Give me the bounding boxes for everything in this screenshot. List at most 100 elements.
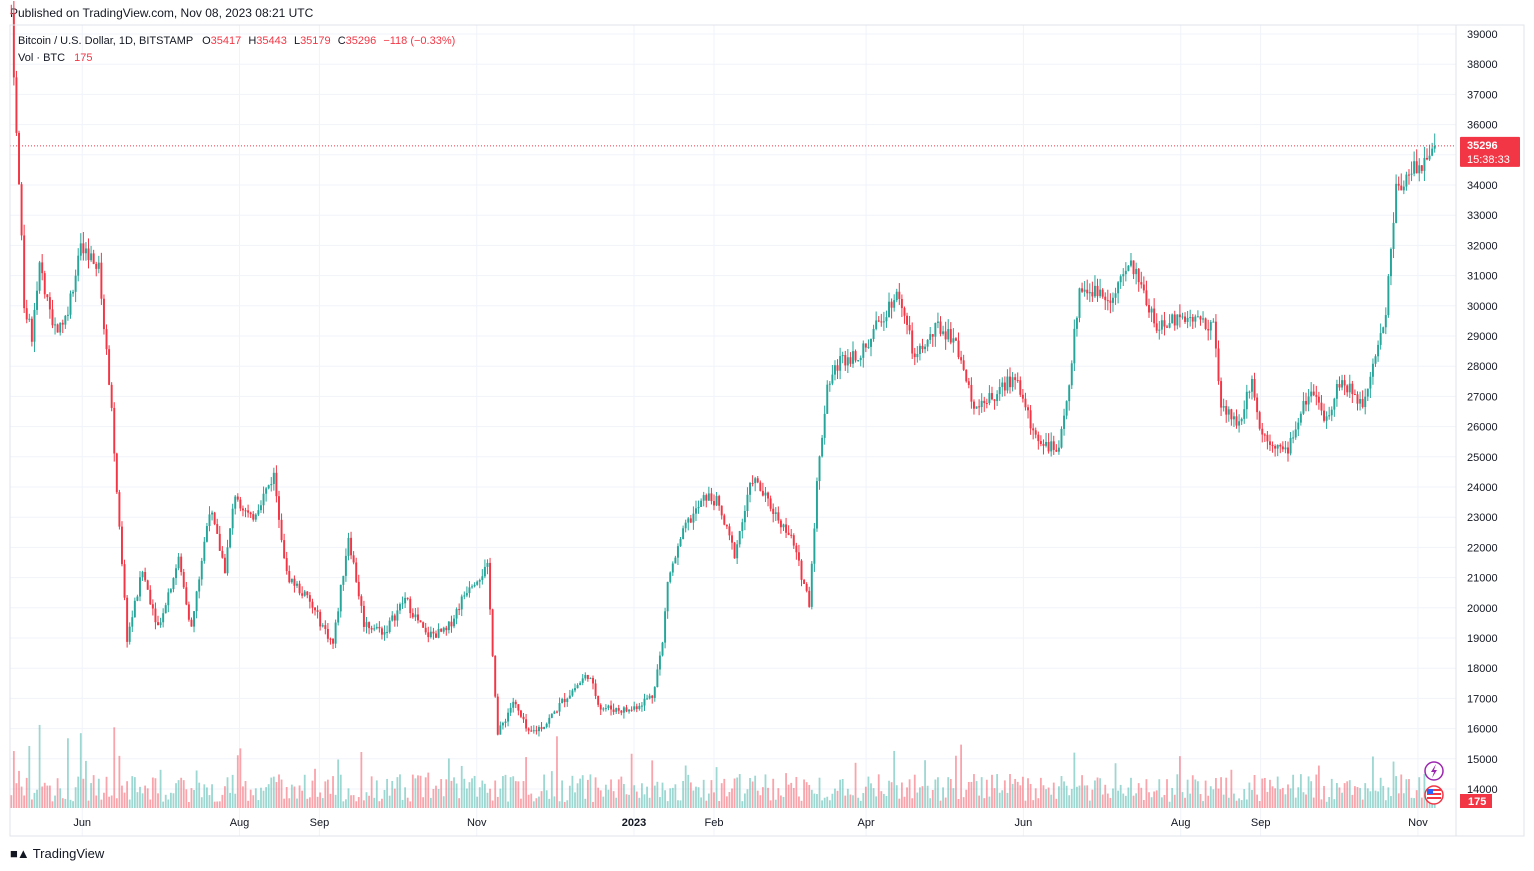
- candle-body: [882, 321, 885, 323]
- candle-body: [985, 403, 988, 405]
- volume-bar: [602, 796, 605, 808]
- legend-symbol: Bitcoin / U.S. Dollar, 1D, BITSTAMP: [18, 35, 194, 47]
- volume-bar: [1251, 789, 1253, 808]
- volume-bar: [823, 797, 826, 808]
- candle-body: [298, 583, 301, 594]
- tradingview-brand[interactable]: ■▲ TradingView: [10, 846, 104, 861]
- candle-body: [754, 478, 757, 484]
- volume-bar: [610, 779, 612, 808]
- volume-bar: [759, 795, 762, 808]
- candle-body: [1021, 394, 1024, 399]
- volume-bar: [1194, 779, 1197, 808]
- volume-bar: [1135, 793, 1138, 808]
- candles: [10, 1, 1436, 737]
- candle-body: [1258, 412, 1261, 429]
- volume-bar: [30, 799, 33, 808]
- volume-bar: [934, 779, 937, 808]
- candle-body: [1410, 173, 1413, 175]
- candle-body: [468, 587, 471, 594]
- lightning-icon[interactable]: [1424, 761, 1444, 781]
- candle-body: [1209, 322, 1212, 331]
- volume-bar: [288, 798, 291, 808]
- volume-bar: [1145, 779, 1148, 808]
- candle-body: [687, 518, 690, 523]
- candle-body: [290, 578, 293, 583]
- volume-bar: [764, 774, 767, 808]
- candle-body: [270, 483, 273, 486]
- volume-bar: [1088, 800, 1091, 808]
- volume-bar: [1076, 786, 1078, 808]
- candle-body: [893, 300, 896, 308]
- candle-body: [1217, 348, 1220, 382]
- candle-body: [810, 563, 813, 607]
- legend-symbol-row[interactable]: Bitcoin / U.S. Dollar, 1D, BITSTAMP O354…: [18, 35, 455, 47]
- candle-body: [1024, 398, 1027, 408]
- volume-bar: [172, 793, 175, 808]
- candle-body: [1088, 292, 1091, 294]
- volume-bar: [612, 791, 615, 808]
- volume-bar: [154, 778, 157, 808]
- candle-body: [339, 584, 342, 612]
- candle-body: [684, 522, 687, 529]
- volume-bar: [556, 736, 558, 808]
- volume-bar: [208, 795, 211, 808]
- volume-bar: [1096, 777, 1099, 808]
- candle-body: [725, 524, 728, 527]
- candle-body: [489, 562, 492, 610]
- x-tick-label: Nov: [1408, 817, 1428, 829]
- volume-bar: [1168, 801, 1171, 808]
- volume-bar: [316, 796, 319, 808]
- candle-body: [1407, 174, 1410, 176]
- volume-bar: [1274, 788, 1277, 808]
- volume-bar: [548, 798, 551, 808]
- candle-body: [357, 581, 360, 597]
- volume-bar: [803, 779, 805, 808]
- volume-bar: [41, 786, 44, 808]
- volume-bar: [229, 792, 231, 808]
- us-flag-icon[interactable]: [1424, 785, 1444, 805]
- candle-body: [404, 597, 407, 604]
- volume-bar: [419, 775, 422, 808]
- candle-body: [1117, 282, 1120, 294]
- y-tick-label: 38000: [1467, 59, 1498, 71]
- volume-bar: [296, 798, 298, 808]
- candle-body: [826, 384, 829, 414]
- candle-body: [597, 695, 600, 705]
- volume-bar: [1106, 793, 1109, 808]
- volume-bar: [175, 783, 177, 808]
- volume-bar: [955, 755, 957, 808]
- volume-bar: [1233, 793, 1235, 808]
- candle-body: [944, 331, 947, 340]
- legend-volume-row[interactable]: Vol · BTC 175: [18, 52, 93, 64]
- volume-bar: [1176, 774, 1179, 808]
- volume-bar: [1109, 797, 1112, 808]
- volume-bar: [532, 801, 535, 808]
- candle-body: [1068, 385, 1071, 402]
- volume-bar: [95, 795, 98, 808]
- candle-body: [844, 355, 847, 366]
- candle-body: [960, 357, 963, 361]
- volume-bar: [1058, 786, 1060, 808]
- candle-body: [906, 315, 909, 325]
- candle-body: [1431, 148, 1434, 156]
- volume-bar: [973, 774, 975, 808]
- candle-body: [553, 711, 556, 714]
- candle-body: [383, 632, 386, 635]
- volume-bar: [908, 779, 911, 808]
- tradingview-logo-icon: ■▲: [10, 846, 30, 861]
- volume-bar: [450, 780, 453, 808]
- volume-bar: [625, 794, 628, 808]
- candle-body: [1325, 416, 1328, 421]
- volume-bar: [365, 792, 368, 808]
- candle-body: [895, 291, 898, 301]
- candle-body: [46, 294, 49, 298]
- candle-body: [1093, 285, 1096, 297]
- volume-bar: [1073, 752, 1076, 808]
- volume-bar: [180, 777, 183, 808]
- volume-bar: [1127, 787, 1130, 808]
- time-axis[interactable]: Jun Aug Sep Nov 2023 Feb Apr Jun Aug Sep Nov: [73, 817, 1428, 829]
- candle-body: [514, 701, 517, 705]
- volume-bar: [1034, 788, 1037, 808]
- candle-body: [1305, 401, 1307, 405]
